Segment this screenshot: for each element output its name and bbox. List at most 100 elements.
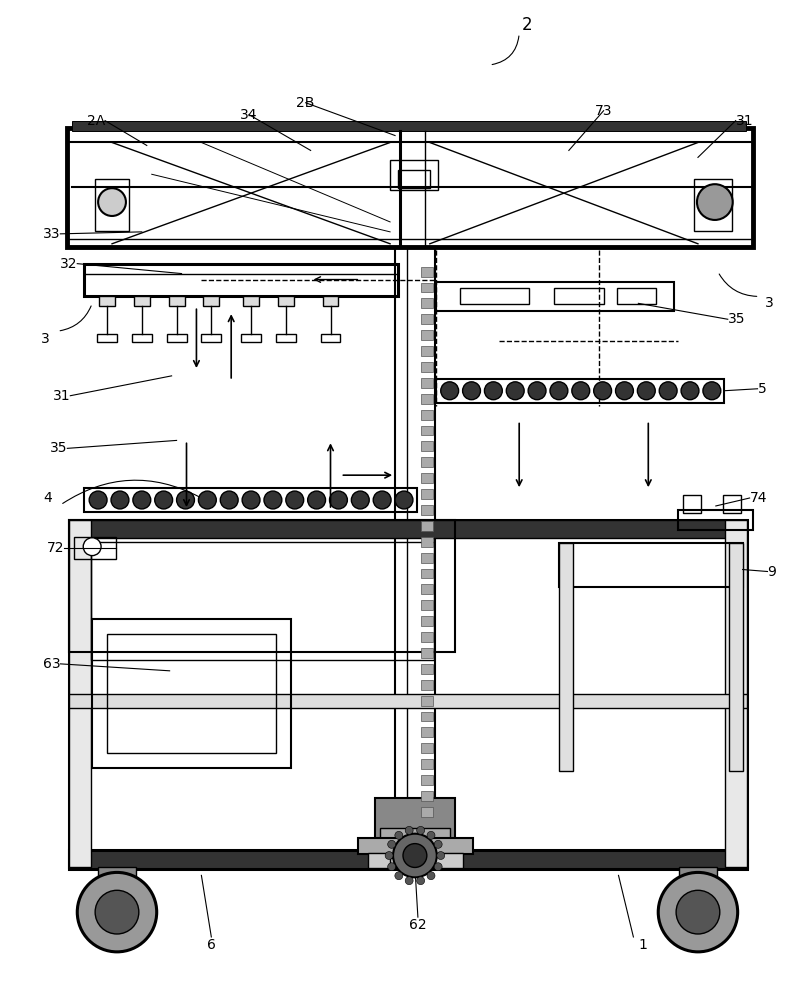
- Bar: [321, 334, 340, 342]
- Bar: [69, 520, 455, 652]
- Bar: [74, 537, 116, 559]
- Circle shape: [351, 491, 369, 509]
- Bar: [421, 378, 433, 388]
- Text: 4: 4: [43, 491, 52, 505]
- Bar: [421, 283, 433, 292]
- Bar: [380, 828, 450, 848]
- Bar: [436, 282, 674, 311]
- Bar: [98, 867, 136, 885]
- Bar: [421, 505, 433, 515]
- Bar: [421, 664, 433, 674]
- Text: 1: 1: [639, 938, 648, 952]
- Circle shape: [441, 382, 459, 400]
- Text: 3: 3: [41, 332, 50, 346]
- Bar: [723, 495, 741, 513]
- Circle shape: [434, 840, 442, 848]
- Bar: [278, 296, 293, 306]
- Circle shape: [220, 491, 238, 509]
- Circle shape: [373, 491, 391, 509]
- Bar: [421, 489, 433, 499]
- Circle shape: [659, 382, 677, 400]
- Text: 73: 73: [595, 104, 613, 118]
- Bar: [359, 838, 472, 854]
- Bar: [421, 680, 433, 690]
- Bar: [95, 179, 129, 231]
- Bar: [421, 696, 433, 706]
- Text: 33: 33: [43, 227, 60, 241]
- Bar: [395, 247, 434, 838]
- Circle shape: [98, 188, 126, 216]
- Text: 62: 62: [409, 918, 426, 932]
- Circle shape: [395, 831, 403, 839]
- Bar: [617, 288, 656, 304]
- Circle shape: [83, 538, 101, 556]
- Bar: [421, 441, 433, 451]
- Circle shape: [506, 382, 524, 400]
- Bar: [69, 850, 746, 869]
- Text: 72: 72: [47, 541, 64, 555]
- Bar: [134, 296, 150, 306]
- Bar: [390, 858, 405, 867]
- Bar: [92, 619, 291, 768]
- Circle shape: [528, 382, 546, 400]
- Bar: [421, 632, 433, 642]
- Bar: [421, 616, 433, 626]
- Bar: [398, 170, 430, 188]
- Bar: [421, 394, 433, 404]
- Circle shape: [77, 872, 156, 952]
- Circle shape: [308, 491, 326, 509]
- Bar: [421, 600, 433, 610]
- Bar: [68, 128, 753, 247]
- Bar: [421, 410, 433, 420]
- Text: 2: 2: [521, 16, 533, 34]
- Text: 74: 74: [750, 491, 767, 505]
- Text: 9: 9: [767, 565, 776, 579]
- Bar: [421, 298, 433, 308]
- Bar: [421, 346, 433, 356]
- Bar: [421, 330, 433, 340]
- Circle shape: [242, 491, 260, 509]
- Circle shape: [638, 382, 655, 400]
- Circle shape: [133, 491, 151, 509]
- Bar: [84, 264, 398, 296]
- Circle shape: [264, 491, 282, 509]
- Circle shape: [437, 852, 445, 860]
- Bar: [421, 553, 433, 563]
- Text: 63: 63: [43, 657, 60, 671]
- Circle shape: [286, 491, 304, 509]
- Bar: [243, 296, 259, 306]
- Bar: [241, 334, 261, 342]
- Text: 3: 3: [765, 296, 774, 310]
- Bar: [69, 520, 746, 867]
- Bar: [683, 495, 701, 513]
- Bar: [69, 520, 746, 538]
- Circle shape: [697, 184, 733, 220]
- Bar: [73, 121, 746, 131]
- Circle shape: [417, 826, 425, 834]
- Text: 35: 35: [728, 312, 746, 326]
- Circle shape: [405, 877, 413, 885]
- Bar: [459, 288, 529, 304]
- Circle shape: [484, 382, 502, 400]
- Bar: [421, 648, 433, 658]
- Text: 31: 31: [52, 389, 70, 403]
- Circle shape: [388, 863, 396, 871]
- Bar: [421, 791, 433, 801]
- Circle shape: [177, 491, 194, 509]
- Circle shape: [405, 826, 413, 834]
- Bar: [725, 520, 746, 867]
- Circle shape: [550, 382, 568, 400]
- Bar: [694, 179, 732, 231]
- Bar: [421, 362, 433, 372]
- Text: 5: 5: [758, 382, 767, 396]
- Bar: [203, 296, 219, 306]
- Circle shape: [393, 834, 437, 877]
- Bar: [69, 694, 746, 708]
- Bar: [436, 379, 724, 403]
- Circle shape: [703, 382, 721, 400]
- Circle shape: [155, 491, 172, 509]
- Bar: [421, 521, 433, 531]
- Bar: [322, 296, 339, 306]
- Bar: [421, 743, 433, 753]
- Text: 6: 6: [207, 938, 216, 952]
